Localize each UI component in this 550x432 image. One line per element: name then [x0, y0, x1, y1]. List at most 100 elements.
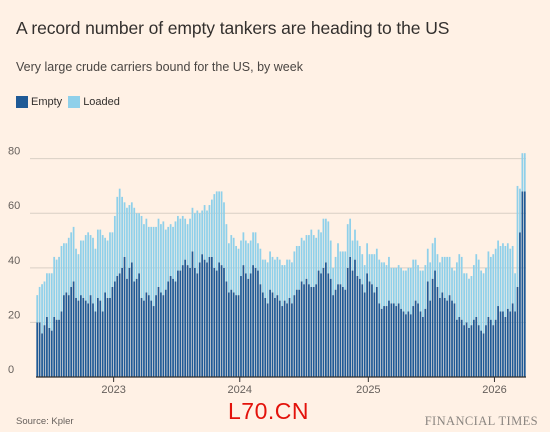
bar-loaded: [422, 270, 424, 317]
bar-empty: [455, 319, 458, 377]
x-tick-label: 2026: [482, 384, 506, 396]
bar-loaded: [174, 221, 177, 282]
bar-empty: [89, 295, 92, 377]
bar-empty: [470, 325, 473, 377]
bar-loaded: [220, 191, 223, 266]
bar-empty: [162, 295, 165, 377]
bar-empty: [96, 297, 99, 377]
bar-empty: [75, 297, 77, 377]
bar-loaded: [261, 259, 264, 293]
bar-loaded: [458, 254, 461, 317]
bar-loaded: [487, 251, 490, 317]
bar-empty: [118, 273, 121, 377]
bar-loaded: [310, 229, 313, 287]
bar-empty: [308, 284, 310, 377]
bar-loaded: [390, 267, 393, 304]
bar-empty: [65, 292, 68, 377]
bar-empty: [281, 306, 284, 377]
bar-loaded: [65, 243, 68, 293]
bar-empty: [274, 297, 276, 377]
bar-loaded: [264, 259, 267, 298]
bar-loaded: [325, 218, 327, 263]
bar-empty: [208, 256, 211, 377]
bar-loaded: [196, 210, 199, 274]
bar-empty: [186, 265, 189, 377]
bar-loaded: [465, 273, 468, 323]
bar-empty: [278, 300, 281, 377]
bar-empty: [194, 267, 196, 377]
bar-empty: [218, 262, 221, 377]
bar-loaded: [232, 237, 235, 293]
bar-empty: [135, 278, 138, 377]
bar-loaded: [99, 229, 102, 301]
bar-loaded: [140, 215, 143, 298]
bar-loaded: [276, 256, 279, 296]
bar-loaded: [334, 256, 337, 290]
bar-loaded: [293, 251, 296, 296]
bar-empty: [128, 267, 131, 377]
bar-loaded: [409, 267, 412, 315]
bar-empty: [519, 232, 521, 377]
bar-loaded: [361, 254, 364, 285]
bar-empty: [366, 273, 368, 377]
bar-empty: [417, 303, 419, 377]
bar-empty: [201, 254, 204, 377]
bar-empty: [230, 289, 233, 377]
bar-loaded: [230, 235, 233, 290]
bar-loaded: [249, 240, 252, 274]
bar-loaded: [121, 196, 123, 268]
bar-loaded: [133, 207, 136, 282]
bar-empty: [303, 284, 305, 377]
bar-loaded: [489, 256, 492, 320]
bar-empty: [138, 273, 140, 377]
bar-loaded: [240, 240, 242, 277]
bar-empty: [475, 316, 478, 377]
bar-loaded: [407, 267, 410, 312]
bar-empty: [295, 289, 298, 377]
bar-empty: [206, 262, 208, 377]
bar-empty: [441, 292, 444, 377]
bar-empty: [288, 297, 291, 377]
bar-empty: [70, 286, 73, 377]
bar-loaded: [363, 265, 366, 293]
bar-empty: [497, 306, 499, 377]
bar-loaded: [380, 262, 383, 309]
bar-empty: [48, 327, 51, 377]
bar-loaded: [424, 265, 427, 309]
bar-loaded: [82, 240, 85, 298]
bar-loaded: [514, 273, 516, 312]
legend-item-loaded: Loaded: [68, 96, 120, 108]
bar-loaded: [164, 229, 167, 290]
bar-loaded: [123, 202, 126, 257]
bar-loaded: [48, 273, 51, 328]
bar-empty: [77, 300, 80, 377]
bar-loaded: [179, 218, 182, 271]
bar-loaded: [283, 265, 286, 301]
bar-empty: [385, 306, 388, 377]
bar-loaded: [130, 202, 133, 263]
bar-empty: [259, 284, 262, 377]
bar-empty: [320, 273, 322, 377]
bar-empty: [414, 300, 417, 377]
bar-loaded: [337, 243, 339, 285]
bar-empty: [344, 289, 347, 377]
bar-empty: [453, 303, 456, 377]
bar-empty: [198, 262, 201, 377]
bar-loaded: [523, 153, 526, 192]
bar-loaded: [169, 224, 172, 277]
bar-empty: [104, 292, 107, 377]
bar-loaded: [138, 213, 140, 274]
bar-empty: [436, 286, 439, 377]
bar-empty: [147, 295, 150, 377]
bar-empty: [293, 295, 296, 377]
bar-empty: [58, 319, 60, 377]
bar-loaded: [303, 240, 305, 285]
bar-loaded: [288, 259, 291, 298]
bar-loaded: [383, 262, 385, 307]
legend: Empty Loaded: [16, 95, 126, 109]
bar-empty: [254, 267, 257, 377]
bar-empty: [126, 278, 128, 377]
bar-empty: [84, 300, 87, 377]
bar-loaded: [145, 218, 148, 293]
bar-empty: [242, 265, 245, 377]
